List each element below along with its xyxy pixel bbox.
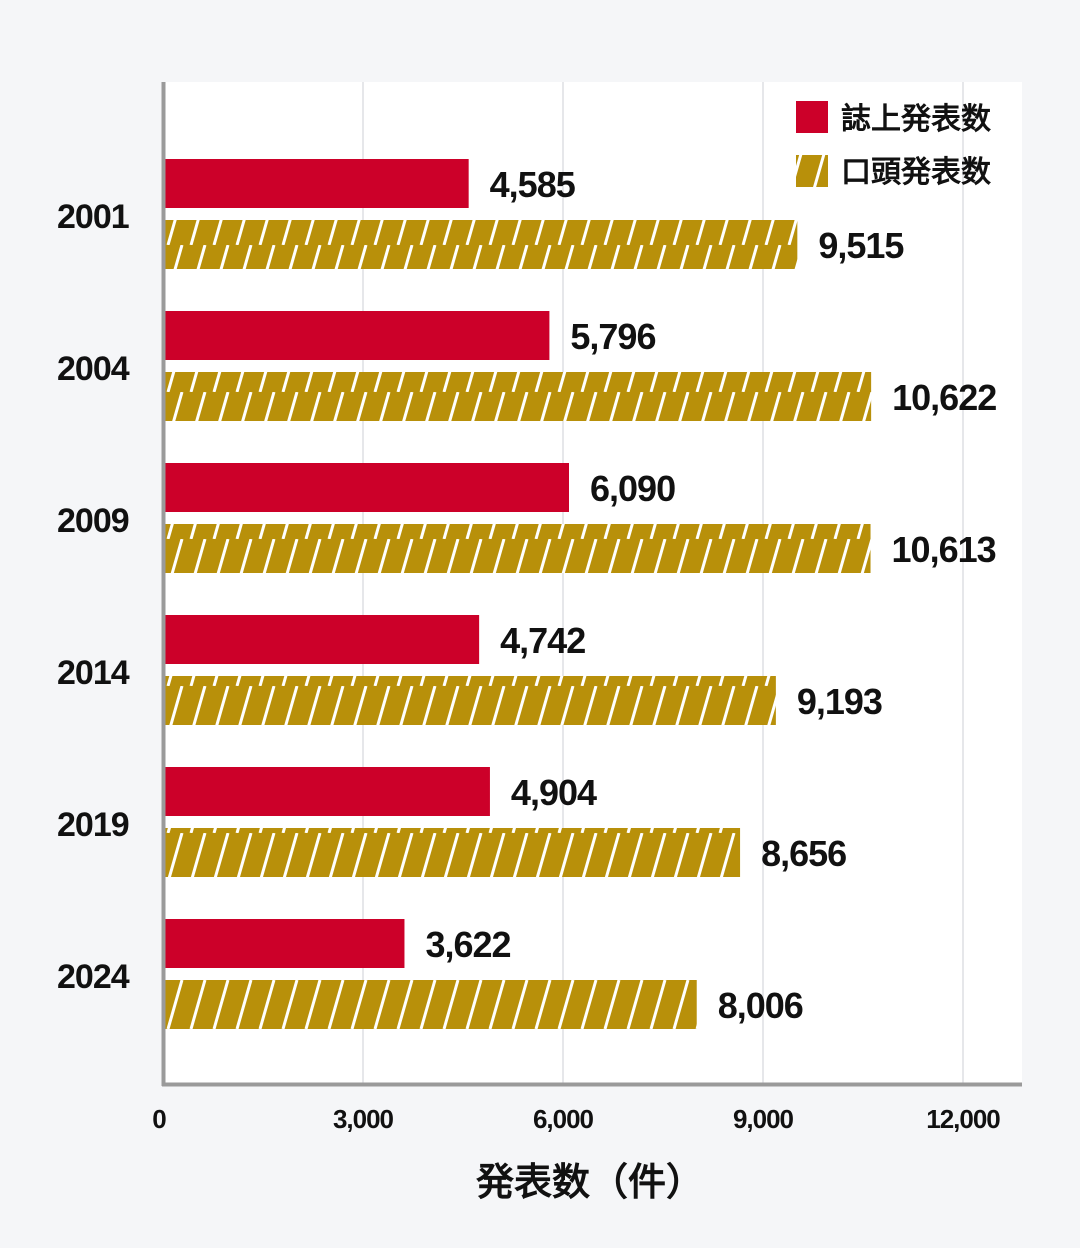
x-axis-title: 発表数（件）: [476, 1162, 704, 1204]
data-label: 8,006: [718, 985, 803, 1026]
y-tick-label: 2024: [57, 958, 130, 996]
data-label: 9,515: [818, 225, 904, 266]
x-tick-label: 9,000: [733, 1104, 794, 1134]
bar-journal: [165, 463, 569, 512]
data-label: 6,090: [590, 468, 675, 509]
y-tick-label: 2009: [57, 502, 129, 540]
bar-journal: [165, 159, 469, 208]
bar-journal: [165, 767, 490, 816]
legend-label-journal: 誌上発表数: [841, 102, 992, 136]
data-label: 8,656: [761, 833, 846, 874]
bar-oral: [165, 828, 741, 877]
y-tick-label: 2004: [57, 350, 130, 388]
y-tick-label: 2019: [57, 806, 129, 844]
bar-journal: [165, 919, 405, 968]
legend: 誌上発表数 口頭発表数: [796, 101, 992, 189]
data-label: 3,622: [425, 924, 510, 965]
bar-journal: [165, 311, 550, 360]
bar-oral: [165, 524, 871, 573]
data-label: 10,622: [892, 377, 996, 418]
data-label: 9,193: [797, 681, 882, 722]
x-tick-label: 0: [152, 1104, 166, 1134]
data-label: 4,742: [500, 620, 585, 661]
data-label: 4,904: [511, 772, 597, 813]
legend-label-oral: 口頭発表数: [841, 156, 992, 189]
bar-journal: [165, 615, 480, 664]
data-label: 5,796: [570, 316, 655, 357]
x-tick-label: 12,000: [926, 1104, 1000, 1134]
bar-oral: [165, 372, 872, 421]
x-tick-label: 6,000: [533, 1104, 594, 1134]
legend-swatch-oral: [796, 155, 828, 187]
bar-oral: [165, 220, 798, 269]
y-tick-label: 2001: [57, 198, 129, 236]
legend-swatch-journal: [796, 101, 828, 133]
data-label: 10,613: [892, 529, 996, 570]
y-tick-label: 2014: [57, 654, 130, 692]
x-tick-label: 3,000: [333, 1104, 394, 1134]
bar-oral: [165, 676, 776, 725]
bar-oral: [165, 980, 697, 1029]
data-label: 4,585: [490, 164, 576, 205]
